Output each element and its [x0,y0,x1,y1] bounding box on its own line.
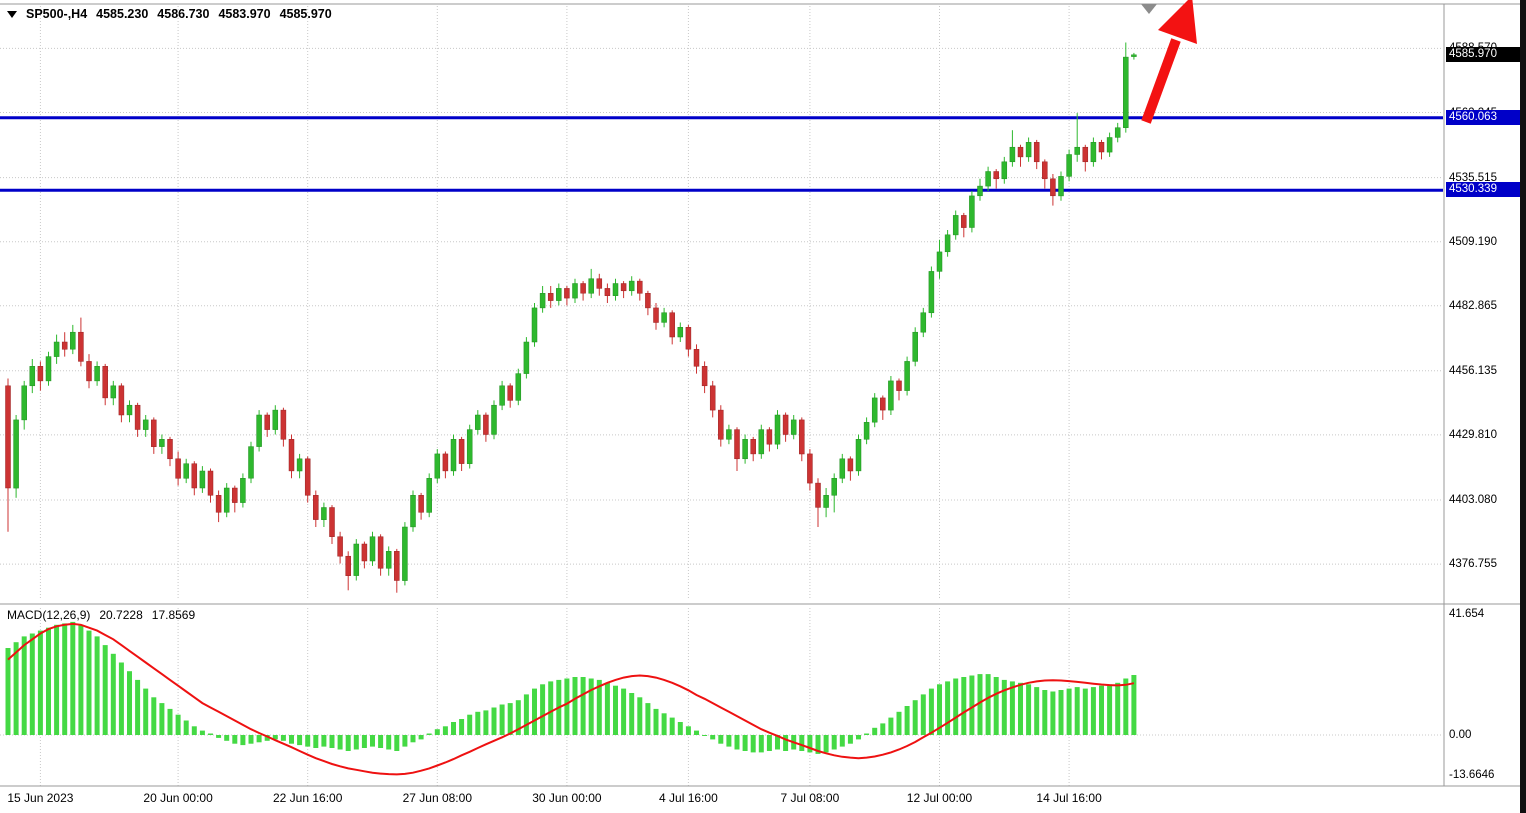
time-label: 14 Jul 16:00 [1036,791,1102,805]
support-resistance-lines[interactable] [0,116,1443,192]
macd-signal-value: 17.8569 [151,608,196,622]
symbol-dropdown-icon[interactable] [7,10,17,18]
macd-signal-line [7,622,1135,776]
macd-indicator-label: MACD(12,26,9) 20.7228 17.8569 [7,608,195,622]
macd-main-value: 20.7228 [99,608,143,622]
time-label: 30 Jun 00:00 [532,791,602,805]
support-level-tag: 4530.339 [1446,182,1523,198]
ohlc-low-value: 4583.970 [218,7,271,21]
chart-title: SP500-,H4 4585.230 4586.730 4583.970 458… [7,7,332,21]
candlesticks [5,42,1137,593]
trend-arrow[interactable] [1141,0,1197,124]
panel-borders [0,3,1526,787]
window-right-edge [1520,0,1526,813]
ohlc-open-value: 4585.230 [96,7,149,21]
chart-shift-marker-icon[interactable] [1141,4,1157,14]
resistance-level-tag: 4560.063 [1446,109,1523,125]
current-price-tag: 4585.970 [1446,46,1523,62]
ohlc-high-value: 4586.730 [157,7,210,21]
time-label: 15 Jun 2023 [7,791,74,805]
macd-name: MACD(12,26,9) [7,608,91,622]
time-label: 27 Jun 08:00 [402,791,472,805]
time-label: 4 Jul 16:00 [659,791,718,805]
time-label: 7 Jul 08:00 [780,791,840,805]
ohlc-close-value: 4585.970 [279,7,332,21]
time-label: 20 Jun 00:00 [143,791,213,805]
time-label: 22 Jun 16:00 [272,791,343,805]
time-label: 12 Jul 00:00 [906,791,973,805]
symbol-timeframe-label: SP500-,H4 [26,7,88,21]
